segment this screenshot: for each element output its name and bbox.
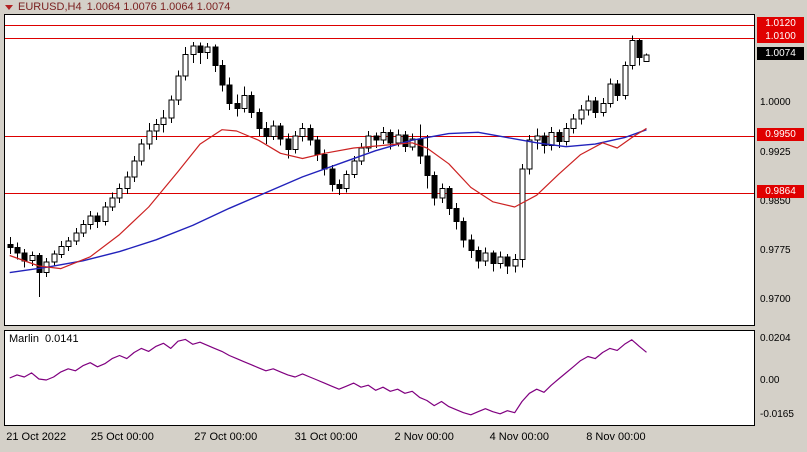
price-tick: 0.9775 <box>760 244 791 256</box>
price-tick: 0.9850 <box>760 195 791 207</box>
main-chart-panel[interactable] <box>4 14 755 326</box>
level-price-badge: 0.9864 <box>757 184 804 198</box>
level-price-badge: 0.9950 <box>757 128 804 142</box>
marlin-indicator-chart[interactable] <box>5 331 754 425</box>
indicator-tick: 0.0204 <box>760 333 791 345</box>
price-tick: 1.0000 <box>760 97 791 109</box>
time-axis-label: 4 Nov 00:00 <box>489 431 549 443</box>
indicator-panel[interactable]: Marlin 0.0141 <box>4 330 755 426</box>
current-price-badge: 1.0074 <box>757 46 804 60</box>
time-axis-label: 31 Oct 00:00 <box>294 431 358 443</box>
level-price-badge: 1.0100 <box>757 29 804 43</box>
indicator-tick: -0.0165 <box>760 408 794 420</box>
time-axis-label: 21 Oct 2022 <box>6 431 67 443</box>
indicator-label: Marlin 0.0141 <box>9 333 79 345</box>
symbol-label: EURUSD,H4 <box>18 1 82 13</box>
price-scale[interactable]: 1.0000 0.9925 0.9850 0.9775 0.9700 1.0120 1.01… <box>756 14 807 434</box>
candlestick-chart[interactable] <box>5 15 754 325</box>
symbol-dropdown-icon[interactable] <box>5 4 13 10</box>
indicator-name: Marlin <box>9 333 39 345</box>
time-axis-label: 2 Nov 00:00 <box>394 431 454 443</box>
time-axis-label: 8 Nov 00:00 <box>586 431 646 443</box>
indicator-tick: 0.00 <box>760 375 780 387</box>
chart-title: EURUSD,H4 1.0064 1.0076 1.0064 1.0074 <box>5 0 230 14</box>
time-axis-label: 27 Oct 00:00 <box>194 431 258 443</box>
time-axis-label: 25 Oct 00:00 <box>90 431 154 443</box>
price-tick: 0.9700 <box>760 294 791 306</box>
time-scale[interactable]: 21 Oct 2022 25 Oct 00:00 27 Oct 00:00 31 Oc… <box>4 429 755 449</box>
price-tick: 0.9925 <box>760 146 791 158</box>
indicator-value: 0.0141 <box>44 333 79 345</box>
level-price-badge: 1.0120 <box>757 16 804 30</box>
ohlc-readout: 1.0064 1.0076 1.0064 1.0074 <box>86 1 231 13</box>
